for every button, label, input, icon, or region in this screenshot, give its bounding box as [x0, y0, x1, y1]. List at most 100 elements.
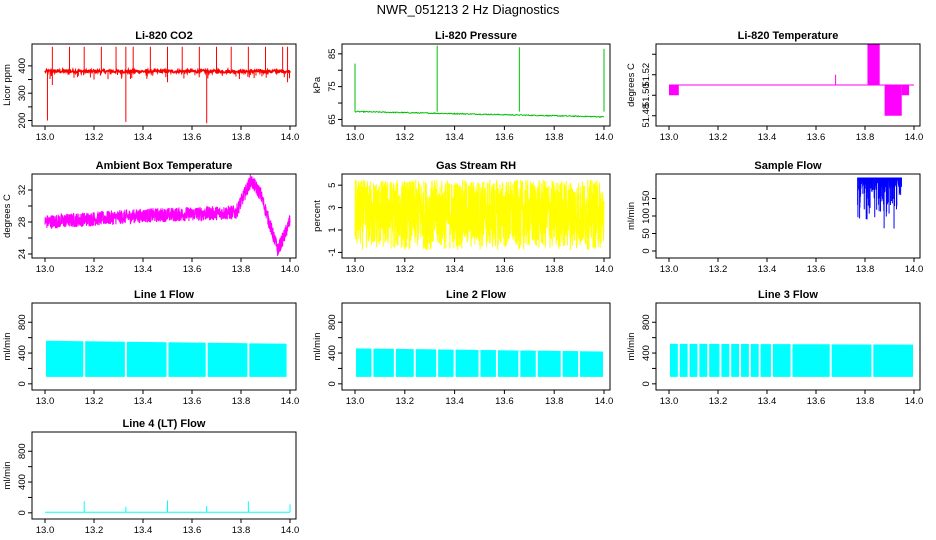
- y-tick-label: 32: [17, 185, 28, 196]
- x-tick-label: 13.2: [85, 396, 104, 407]
- x-tick-label: 13.2: [396, 132, 415, 143]
- x-tick-label: 13.6: [495, 396, 514, 407]
- y-tick-label: 3: [327, 205, 338, 210]
- y-axis-label: degrees C: [626, 63, 637, 107]
- x-tick-label: 13.6: [183, 525, 202, 536]
- flow-band: [497, 350, 519, 377]
- x-tick-label: 13.8: [856, 396, 875, 407]
- panel-line-1-flow: Line 1 Flow ml/min 13.0 13.2 13.4 13.6 13.8 14.…: [2, 289, 299, 407]
- flow-band: [731, 344, 740, 377]
- y-axis-label: ml/min: [312, 333, 323, 361]
- series-li-820-pressure: [354, 45, 605, 118]
- flow-band: [580, 351, 604, 377]
- x-tick-label: 14.0: [281, 132, 300, 143]
- y-tick-label: 1: [327, 227, 338, 232]
- flow-band: [520, 350, 536, 377]
- flow-band: [85, 341, 125, 377]
- y-tick-label: 51.48: [641, 104, 652, 128]
- y-axis-label: Licor ppm: [2, 64, 13, 106]
- series-li-820-co2: [44, 46, 291, 124]
- panel-title: Ambient Box Temperature: [96, 160, 233, 172]
- series-line-1-flow: [45, 340, 287, 377]
- x-tick-label: 13.2: [85, 525, 104, 536]
- y-tick-label: 300: [17, 85, 28, 101]
- x-tick-label: 14.0: [905, 264, 924, 275]
- x-tick-label: 13.4: [445, 132, 464, 143]
- x-tick-label: 13.8: [232, 264, 251, 275]
- x-tick-label: 13.6: [495, 264, 514, 275]
- flow-band: [709, 343, 720, 377]
- x-tick-label: 13.0: [36, 132, 55, 143]
- x-tick-label: 14.0: [281, 525, 300, 536]
- y-tick-label: 65: [327, 114, 338, 125]
- flow-band: [741, 344, 749, 377]
- x-tick-label: 13.0: [660, 132, 679, 143]
- flow-band: [721, 343, 730, 377]
- panel-ambient-box-temperature: Ambient Box Temperature degrees C 13.0 13.2…: [2, 160, 299, 275]
- x-tick-label: 13.4: [758, 264, 777, 275]
- x-tick-label: 13.0: [36, 525, 55, 536]
- x-tick-label: 13.0: [36, 264, 55, 275]
- x-tick-label: 13.4: [758, 132, 777, 143]
- flow-band: [537, 350, 561, 377]
- panel-line-3-flow: Line 3 Flow ml/min 13.0 13.2 13.4 13.6 13.8 14.…: [626, 289, 923, 407]
- series-sample-flow: [857, 177, 903, 229]
- panel-title: Li-820 CO2: [135, 30, 192, 42]
- flow-band: [415, 349, 437, 377]
- x-tick-label: 13.8: [856, 132, 875, 143]
- y-tick-label: 800: [17, 443, 28, 459]
- panel-gas-stream-rh: Gas Stream RH percent 13.0 13.2 13.4 13.6 13.8…: [312, 160, 613, 275]
- x-tick-label: 13.0: [36, 396, 55, 407]
- flow-band: [168, 342, 206, 377]
- panel-line-2-flow: Line 2 Flow ml/min 13.0 13.2 13.4 13.6 13.8 14.…: [312, 289, 613, 407]
- flow-band: [679, 343, 688, 377]
- series-ambient-box-temperature: [44, 174, 291, 257]
- x-tick-label: 13.0: [660, 264, 679, 275]
- panel-title: Line 3 Flow: [758, 289, 818, 301]
- x-tick-label: 13.4: [134, 396, 153, 407]
- panel-title: Li-820 Temperature: [738, 30, 839, 42]
- y-tick-label: 51.50: [641, 83, 652, 107]
- plot-frame: [655, 43, 921, 127]
- y-tick-label: 0: [641, 248, 652, 253]
- x-tick-label: 13.6: [807, 396, 826, 407]
- x-tick-label: 13.8: [856, 264, 875, 275]
- temperature-block: [669, 85, 679, 96]
- y-axis-label: degrees C: [2, 194, 13, 238]
- flow-band: [562, 350, 579, 377]
- x-tick-label: 13.8: [232, 396, 251, 407]
- panel-title: Gas Stream RH: [436, 160, 516, 172]
- y-axis-label: ml/min: [626, 202, 637, 230]
- x-tick-label: 13.4: [134, 264, 153, 275]
- panel-title: Sample Flow: [754, 160, 822, 172]
- ambient-temp-trace: [44, 174, 291, 257]
- x-tick-label: 13.8: [545, 264, 564, 275]
- flow-band: [395, 348, 414, 377]
- x-tick-label: 13.6: [183, 132, 202, 143]
- x-tick-label: 13.8: [232, 132, 251, 143]
- y-tick-label: 200: [17, 113, 28, 129]
- x-tick-label: 13.8: [545, 396, 564, 407]
- y-tick-label: 0: [327, 381, 338, 386]
- y-tick-label: 400: [17, 345, 28, 361]
- y-tick-label: 28: [17, 217, 28, 228]
- flow-band: [455, 349, 479, 377]
- panel-title: Line 4 (LT) Flow: [123, 418, 206, 430]
- flow-band: [207, 342, 248, 377]
- y-tick-label: 400: [17, 58, 28, 74]
- plot-frame: [341, 43, 611, 127]
- x-tick-label: 13.6: [807, 264, 826, 275]
- plot-frame: [341, 302, 611, 391]
- flow-band: [831, 344, 872, 377]
- figure-title: NWR_051213 2 Hz Diagnostics: [377, 2, 560, 17]
- flow-band: [438, 349, 454, 377]
- flow-band: [373, 348, 394, 377]
- x-tick-label: 13.0: [346, 264, 365, 275]
- y-tick-label: 85: [327, 49, 338, 60]
- plot-frame: [655, 302, 921, 391]
- y-axis-label: percent: [312, 200, 323, 232]
- x-tick-label: 13.0: [660, 396, 679, 407]
- y-tick-label: 800: [17, 314, 28, 330]
- x-tick-label: 14.0: [595, 132, 614, 143]
